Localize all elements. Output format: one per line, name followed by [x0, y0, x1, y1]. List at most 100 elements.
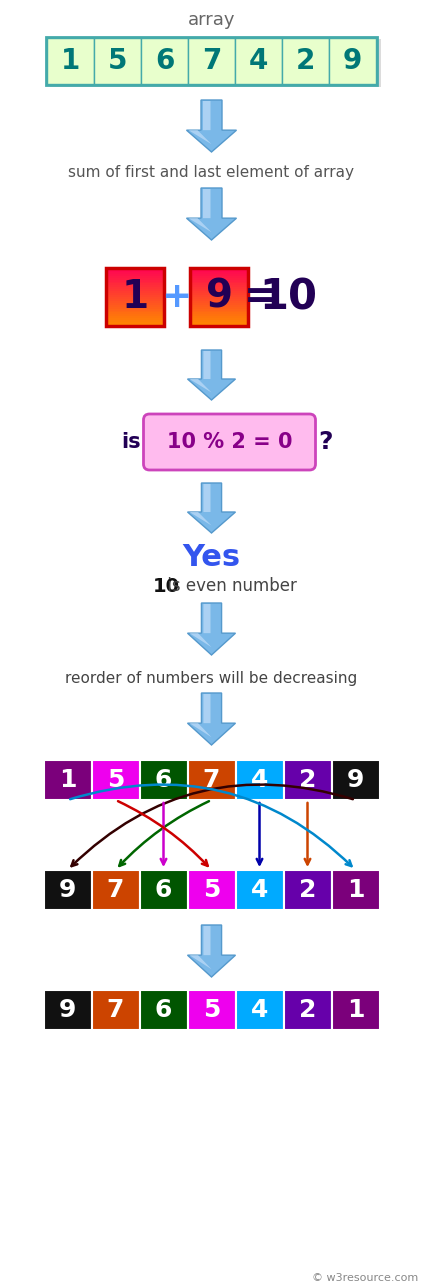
Bar: [106, 283, 164, 285]
FancyBboxPatch shape: [283, 760, 332, 800]
Polygon shape: [187, 100, 236, 152]
Polygon shape: [187, 693, 236, 745]
Polygon shape: [187, 188, 236, 240]
FancyBboxPatch shape: [187, 760, 236, 800]
Bar: [190, 314, 248, 316]
Text: 4: 4: [249, 48, 268, 75]
Text: sum of first and last element of array: sum of first and last element of array: [69, 165, 354, 180]
Polygon shape: [190, 604, 212, 647]
Text: 4: 4: [251, 878, 268, 901]
Bar: [106, 267, 164, 270]
Bar: [190, 306, 248, 309]
FancyBboxPatch shape: [140, 760, 187, 800]
FancyBboxPatch shape: [91, 871, 140, 910]
Bar: [106, 287, 164, 289]
Bar: [106, 270, 164, 271]
FancyBboxPatch shape: [282, 39, 329, 84]
Bar: [106, 316, 164, 318]
FancyBboxPatch shape: [140, 871, 187, 910]
Text: 10 % 2 = 0: 10 % 2 = 0: [167, 432, 292, 451]
Text: reorder of numbers will be decreasing: reorder of numbers will be decreasing: [66, 670, 357, 685]
Bar: [190, 320, 248, 322]
Text: 7: 7: [203, 768, 220, 792]
FancyBboxPatch shape: [187, 990, 236, 1030]
FancyBboxPatch shape: [140, 990, 187, 1030]
Bar: [190, 267, 248, 270]
Bar: [190, 302, 248, 305]
Text: +: +: [161, 280, 191, 314]
Polygon shape: [190, 484, 212, 526]
Bar: [106, 294, 164, 297]
Text: is: is: [122, 432, 141, 451]
Bar: [106, 298, 164, 301]
FancyBboxPatch shape: [94, 39, 141, 84]
FancyBboxPatch shape: [235, 39, 282, 84]
Polygon shape: [187, 925, 236, 977]
Polygon shape: [189, 102, 212, 144]
Bar: [106, 310, 164, 312]
Bar: [106, 293, 164, 294]
Bar: [190, 310, 248, 312]
Text: 5: 5: [108, 48, 127, 75]
Text: 7: 7: [202, 48, 221, 75]
Bar: [190, 312, 248, 314]
Text: 10: 10: [153, 576, 180, 595]
Text: 1: 1: [59, 768, 76, 792]
Text: Yes: Yes: [182, 544, 241, 572]
Bar: [50, 39, 381, 87]
FancyBboxPatch shape: [332, 760, 379, 800]
Text: 10: 10: [259, 276, 317, 318]
Bar: [106, 282, 164, 283]
Text: is even number: is even number: [162, 577, 297, 595]
Text: 1: 1: [61, 48, 80, 75]
Bar: [106, 285, 164, 287]
Text: © w3resource.com: © w3resource.com: [312, 1273, 418, 1283]
Bar: [106, 309, 164, 310]
FancyBboxPatch shape: [47, 39, 94, 84]
FancyBboxPatch shape: [44, 871, 91, 910]
Text: =: =: [244, 278, 276, 316]
Text: 2: 2: [299, 768, 316, 792]
Text: 6: 6: [155, 878, 172, 901]
FancyBboxPatch shape: [236, 990, 283, 1030]
Polygon shape: [187, 603, 236, 655]
FancyBboxPatch shape: [91, 760, 140, 800]
Bar: [190, 283, 248, 285]
Bar: [106, 318, 164, 320]
Polygon shape: [189, 189, 212, 233]
Bar: [190, 282, 248, 283]
Bar: [190, 271, 248, 274]
Text: 2: 2: [299, 878, 316, 901]
Bar: [190, 289, 248, 291]
Text: 6: 6: [155, 48, 174, 75]
Bar: [106, 271, 164, 274]
Bar: [106, 305, 164, 306]
Polygon shape: [187, 484, 236, 532]
Bar: [190, 301, 248, 302]
Bar: [190, 270, 248, 271]
Bar: [106, 320, 164, 322]
Text: 4: 4: [251, 998, 268, 1022]
FancyBboxPatch shape: [44, 990, 91, 1030]
Bar: [106, 278, 164, 279]
Text: 2: 2: [296, 48, 315, 75]
Text: 9: 9: [59, 998, 76, 1022]
Bar: [190, 305, 248, 306]
Bar: [190, 287, 248, 289]
Bar: [190, 279, 248, 282]
Bar: [190, 298, 248, 301]
Bar: [106, 306, 164, 309]
Bar: [190, 297, 248, 298]
Bar: [190, 322, 248, 324]
Bar: [190, 324, 248, 325]
Text: 1: 1: [347, 878, 364, 901]
FancyBboxPatch shape: [187, 871, 236, 910]
Polygon shape: [190, 926, 212, 970]
Text: 4: 4: [251, 768, 268, 792]
Text: 7: 7: [107, 998, 124, 1022]
FancyBboxPatch shape: [91, 990, 140, 1030]
FancyBboxPatch shape: [332, 990, 379, 1030]
Bar: [106, 291, 164, 293]
Bar: [106, 274, 164, 275]
Text: 1: 1: [347, 998, 364, 1022]
